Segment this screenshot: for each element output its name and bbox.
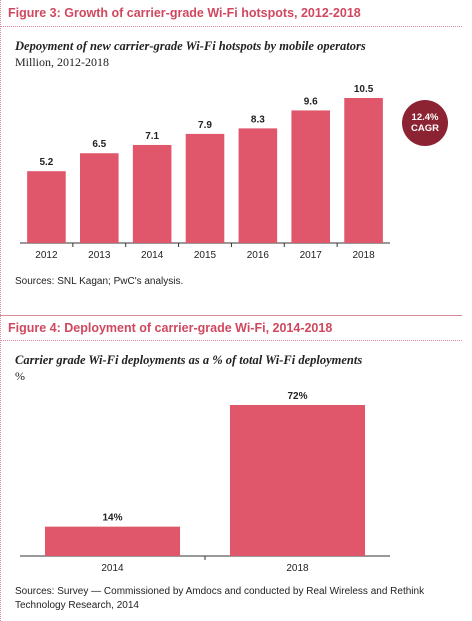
fig3-bar-2013 bbox=[79, 153, 119, 243]
figure4-title: Figure 4: Deployment of carrier-grade Wi… bbox=[8, 321, 333, 335]
fig4-category-label: 2014 bbox=[101, 563, 124, 574]
fig3-value-label: 5.2 bbox=[39, 157, 53, 168]
fig3-category-label: 2016 bbox=[247, 250, 270, 261]
fig3-category-label: 2017 bbox=[300, 250, 323, 261]
figure3-unit: Million, 2012-2018 bbox=[15, 55, 110, 69]
fig3-value-label: 9.6 bbox=[304, 96, 318, 107]
figure4-top-rule bbox=[0, 315, 462, 316]
fig4-value-label: 14% bbox=[102, 513, 122, 524]
fig3-bar-2015 bbox=[185, 133, 225, 243]
figure3-title: Figure 3: Growth of carrier-grade Wi-Fi … bbox=[8, 6, 361, 20]
fig3-category-label: 2012 bbox=[35, 250, 58, 261]
figure4-unit: % bbox=[15, 369, 25, 383]
cagr-badge: 12.4% CAGR bbox=[402, 100, 448, 146]
fig3-value-label: 8.3 bbox=[251, 114, 265, 125]
figure3-subtitle: Depoyment of new carrier-grade Wi-Fi hot… bbox=[15, 39, 366, 53]
figure3-bar-chart: 5.2 2012 6.5 2013 7.1 2014 7.9 2015 8.3 2016 9.6 20… bbox=[20, 84, 390, 261]
fig3-value-label: 6.5 bbox=[92, 139, 106, 150]
fig4-bar-2014 bbox=[44, 526, 181, 556]
fig4-bar-2018 bbox=[229, 405, 366, 556]
fig3-category-label: 2013 bbox=[88, 250, 111, 261]
fig3-bar-2018 bbox=[344, 98, 383, 243]
figure4-bar-chart: 14% 2014 72% 2018 bbox=[20, 391, 390, 574]
fig3-category-label: 2014 bbox=[141, 250, 164, 261]
fig3-bar-2017 bbox=[291, 110, 331, 243]
fig3-value-label: 7.1 bbox=[145, 131, 159, 142]
fig4-value-label: 72% bbox=[287, 391, 307, 402]
fig3-bar-2012 bbox=[27, 171, 66, 243]
cagr-value: 12.4% bbox=[411, 112, 439, 123]
page-left-rule bbox=[0, 0, 1, 621]
fig4-category-label: 2018 bbox=[286, 563, 309, 574]
figure3-title-rule bbox=[0, 26, 462, 27]
fig3-bar-2014 bbox=[132, 144, 172, 243]
fig3-value-label: 10.5 bbox=[354, 84, 374, 95]
fig3-value-label: 7.9 bbox=[198, 120, 212, 131]
fig3-bar-2016 bbox=[238, 128, 278, 243]
figure3-source: Sources: SNL Kagan; PwC's analysis. bbox=[15, 276, 184, 287]
cagr-label: CAGR bbox=[411, 123, 439, 134]
figure4-title-rule bbox=[0, 340, 462, 341]
fig3-category-label: 2015 bbox=[194, 250, 217, 261]
figure4-subtitle: Carrier grade Wi-Fi deployments as a % o… bbox=[15, 353, 363, 367]
fig3-category-label: 2018 bbox=[352, 250, 375, 261]
figure4-source: Sources: Survey — Commissioned by Amdocs… bbox=[15, 586, 425, 611]
